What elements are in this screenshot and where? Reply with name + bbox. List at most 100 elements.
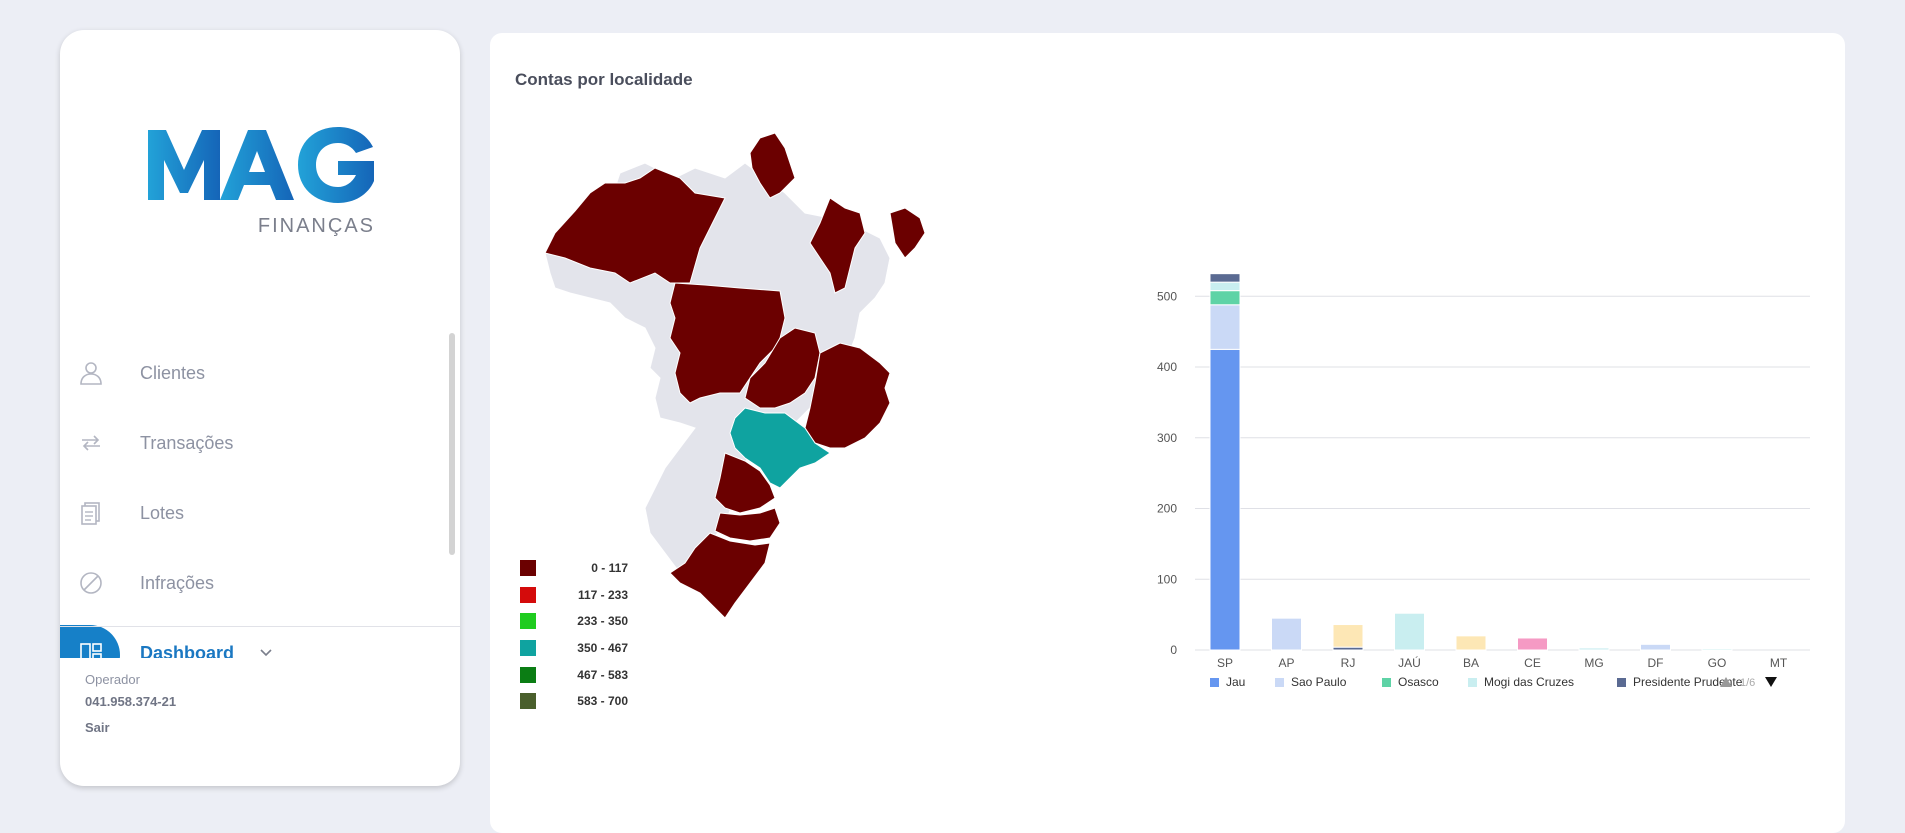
state-amapa xyxy=(749,132,796,199)
x-tick-label: GO xyxy=(1708,656,1727,670)
sidebar-item-infracoes[interactable]: Infrações xyxy=(60,563,440,603)
legend-page-indicator: 1/6 xyxy=(1740,677,1755,689)
state-sao-paulo xyxy=(729,407,831,489)
legend-label: 350 - 467 xyxy=(577,641,628,655)
legend-label: 583 - 700 xyxy=(577,694,628,708)
y-tick-label: 0 xyxy=(1170,643,1177,657)
logout-link[interactable]: Sair xyxy=(85,720,110,735)
legend-label: 117 - 233 xyxy=(577,588,628,602)
bar-segment[interactable] xyxy=(1271,617,1302,651)
x-tick-label: DF xyxy=(1648,656,1664,670)
bar-segment[interactable] xyxy=(1394,612,1425,651)
state-goias xyxy=(744,327,821,409)
bar-segment[interactable] xyxy=(1517,637,1548,651)
state-ceara xyxy=(889,207,926,259)
legend-item: 0 - 117 xyxy=(520,558,640,576)
state-rio-grande-do-sul xyxy=(669,532,771,619)
legend-prev-icon[interactable] xyxy=(1720,677,1732,687)
legend-swatch xyxy=(520,693,536,709)
x-tick-label: MG xyxy=(1584,656,1603,670)
svg-text:FINANÇAS: FINANÇAS xyxy=(258,215,375,237)
legend-next-icon[interactable] xyxy=(1765,677,1777,687)
accounts-by-location-card: Contas por localidade 0 - 117 xyxy=(490,33,1845,833)
chart-legend-label[interactable]: Mogi das Cruzes xyxy=(1484,675,1574,689)
documents-icon xyxy=(81,502,100,525)
legend-label: 233 - 350 xyxy=(577,614,628,628)
state-minas-gerais xyxy=(804,342,891,449)
sidebar-item-label: Lotes xyxy=(140,502,185,523)
sidebar-scrollbar-thumb[interactable] xyxy=(449,333,455,555)
y-tick-label: 400 xyxy=(1157,360,1177,374)
bar-segment[interactable] xyxy=(1578,647,1610,651)
y-tick-label: 100 xyxy=(1157,572,1177,586)
x-tick-label: JAÚ xyxy=(1398,655,1421,670)
x-tick-label: CE xyxy=(1524,656,1541,670)
legend-swatch xyxy=(520,667,536,683)
bar-segment[interactable] xyxy=(1209,348,1241,651)
state-maranhao xyxy=(809,197,866,294)
dashboard-icon xyxy=(80,643,102,658)
sidebar-item-lotes[interactable]: Lotes xyxy=(60,493,440,533)
chart-legend-label[interactable]: Jau xyxy=(1226,675,1245,689)
legend-item: 350 - 467 xyxy=(520,638,640,656)
sidebar-item-label: Clientes xyxy=(140,362,206,383)
bar-segment[interactable] xyxy=(1209,304,1241,350)
x-tick-label: RJ xyxy=(1341,656,1356,670)
state-santa-catarina xyxy=(714,507,781,542)
legend-swatch xyxy=(520,640,536,656)
chart-legend-swatch xyxy=(1210,678,1219,687)
state-amazonas xyxy=(544,167,726,284)
legend-item: 467 - 583 xyxy=(520,665,640,683)
bar-segment[interactable] xyxy=(1332,624,1364,648)
legend-label: 0 - 117 xyxy=(591,561,628,575)
mag-financas-logo: FINANÇAS xyxy=(148,127,375,237)
operator-id: 041.958.374-21 xyxy=(85,694,177,709)
bar-segment[interactable] xyxy=(1455,635,1487,651)
sidebar-item-label: Transações xyxy=(140,432,234,453)
state-mato-grosso xyxy=(669,282,786,404)
legend-item: 233 - 350 xyxy=(520,611,640,629)
sidebar-item-label: Dashboard xyxy=(140,642,235,659)
bar-segment[interactable] xyxy=(1701,648,1733,651)
user-icon xyxy=(80,362,102,385)
chart-legend-label[interactable]: Presidente Prudente xyxy=(1633,675,1743,689)
x-tick-label: MT xyxy=(1770,656,1788,670)
sidebar-item-dashboard[interactable]: Dashboard xyxy=(60,633,440,658)
x-tick-label: AP xyxy=(1278,656,1294,670)
sidebar-item-label: Infrações xyxy=(140,572,215,593)
y-tick-label: 300 xyxy=(1157,431,1177,445)
legend-item: 583 - 700 xyxy=(520,691,640,709)
sidebar-divider xyxy=(60,626,460,627)
bar-segment[interactable] xyxy=(1209,273,1241,283)
forbidden-icon xyxy=(80,572,102,594)
x-tick-label: BA xyxy=(1463,656,1479,670)
sidebar-item-clientes[interactable]: Clientes xyxy=(60,353,440,393)
x-tick-label: SP xyxy=(1217,656,1233,670)
chart-legend-swatch xyxy=(1275,678,1284,687)
legend-swatch xyxy=(520,587,536,603)
chart-legend-label[interactable]: Sao Paulo xyxy=(1291,675,1347,689)
legend-swatch xyxy=(520,613,536,629)
chart-legend-swatch xyxy=(1382,678,1391,687)
page-title: Contas por localidade xyxy=(515,70,693,89)
state-parana xyxy=(714,452,776,514)
legend-label: 467 - 583 xyxy=(577,668,628,682)
legend-item: 117 - 233 xyxy=(520,585,640,603)
chart-legend-swatch xyxy=(1468,678,1477,687)
chart-legend-label[interactable]: Osasco xyxy=(1398,675,1439,689)
sidebar-item-transacoes[interactable]: Transações xyxy=(60,423,440,463)
bar-segment[interactable] xyxy=(1209,290,1241,306)
chevron-down-icon[interactable] xyxy=(260,649,272,657)
operator-label: Operador xyxy=(85,672,140,687)
sidebar-nav: Clientes Transações Lotes Inf xyxy=(60,330,460,658)
bar-segment[interactable] xyxy=(1640,643,1671,651)
chart-legend-swatch xyxy=(1617,678,1626,687)
legend-swatch xyxy=(520,560,536,576)
sidebar: FINANÇAS Clientes Transações xyxy=(60,30,460,786)
accounts-stacked-bar-chart: 0 100 200 300 400 500 SP AP RJ JAÚ BA CE MG DF GO MT Jau… xyxy=(1157,273,1810,689)
transfer-icon xyxy=(82,435,100,451)
bar-segment[interactable] xyxy=(1209,281,1241,292)
y-tick-label: 500 xyxy=(1157,289,1177,303)
y-tick-label: 200 xyxy=(1157,502,1177,516)
brazil-choropleth-map xyxy=(544,132,926,619)
